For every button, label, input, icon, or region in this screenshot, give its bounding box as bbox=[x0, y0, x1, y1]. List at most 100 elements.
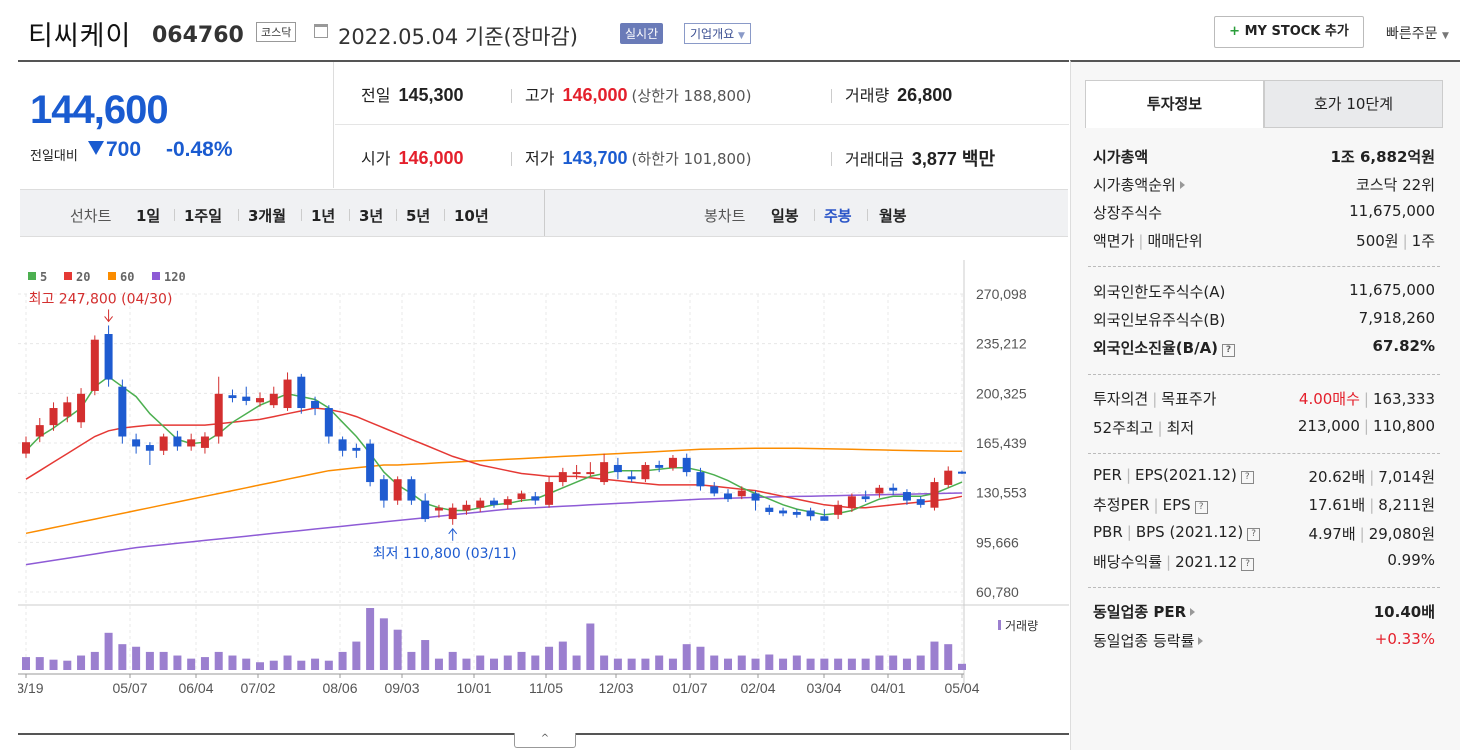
candle bbox=[572, 472, 581, 475]
volume-bar bbox=[90, 651, 99, 670]
stat-label: 고가 bbox=[525, 86, 555, 105]
candle bbox=[944, 470, 953, 485]
period-10y[interactable]: 10년 bbox=[454, 207, 489, 225]
period-1y[interactable]: 1년 bbox=[311, 207, 336, 225]
y-tick-label: 200,325 bbox=[976, 385, 1027, 401]
candle-weekly[interactable]: 주봉 bbox=[824, 207, 852, 225]
candle bbox=[77, 393, 86, 423]
market-badge: 코스닥 bbox=[256, 22, 297, 42]
legend-label: 120 bbox=[164, 270, 186, 284]
sector-change-link[interactable]: 동일업종 등락률 bbox=[1093, 630, 1204, 651]
sector-per-link[interactable]: 동일업종 PER bbox=[1093, 601, 1196, 622]
info-row: 외국인보유주식수(B) 7,918,260 bbox=[1093, 309, 1435, 335]
info-row: 외국인소진율(B/A)? 67.82% bbox=[1093, 337, 1435, 363]
candle bbox=[228, 395, 237, 399]
volume-bar bbox=[366, 608, 375, 670]
candle bbox=[751, 493, 760, 501]
volume-bar bbox=[35, 657, 44, 670]
period-3m[interactable]: 3개월 bbox=[248, 207, 287, 225]
volume-bar bbox=[558, 641, 567, 670]
volume-bar bbox=[737, 655, 746, 670]
stat-label: 시가 bbox=[361, 149, 391, 168]
x-tick-label: 01/07 bbox=[672, 680, 707, 696]
volume-bar bbox=[77, 655, 86, 670]
help-icon[interactable]: ? bbox=[1247, 528, 1261, 541]
volume-legend-label: 거래량 bbox=[1005, 619, 1038, 633]
info-row: PBR | BPS (2021.12)? 4.97배 | 29,080원 bbox=[1093, 523, 1435, 549]
help-icon[interactable]: ? bbox=[1222, 344, 1236, 357]
info-row: 시가총액순위 코스닥 22위 bbox=[1093, 174, 1435, 200]
info-row: 배당수익률 | 2021.12? 0.99% bbox=[1093, 551, 1435, 577]
info-value: 500원 | 1주 bbox=[1356, 232, 1435, 250]
volume-bar bbox=[930, 641, 939, 670]
period-5y[interactable]: 5년 bbox=[406, 207, 431, 225]
y-tick-label: 95,666 bbox=[976, 534, 1019, 550]
company-overview-dropdown[interactable]: 기업개요 ▼ bbox=[684, 23, 751, 44]
x-tick-label: 07/02 bbox=[240, 680, 275, 696]
candle bbox=[655, 464, 664, 468]
y-tick-label: 130,553 bbox=[976, 485, 1027, 501]
candle bbox=[682, 457, 691, 473]
info-key: PER | EPS(2021.12)? bbox=[1093, 466, 1254, 484]
volume-bar bbox=[311, 658, 320, 670]
volume-bar bbox=[806, 658, 815, 670]
price-chart[interactable]: 270,098 235,212 200,325 165,439 130,553 95,66… bbox=[18, 240, 1069, 734]
volume-bar bbox=[710, 655, 719, 670]
stat-value: 3,877 백만 bbox=[911, 149, 996, 169]
volume-bar bbox=[63, 660, 72, 670]
candle bbox=[531, 496, 540, 501]
candle-daily[interactable]: 일봉 bbox=[771, 207, 799, 225]
volume-bar bbox=[613, 658, 622, 670]
help-icon[interactable]: ? bbox=[1194, 501, 1208, 514]
tab-investment-info[interactable]: 투자정보 bbox=[1085, 80, 1264, 128]
candle bbox=[214, 393, 223, 437]
base-date: 2022.05.04 기준(장마감) bbox=[338, 25, 578, 49]
volume-bar bbox=[49, 659, 58, 670]
volume-bar bbox=[958, 663, 966, 670]
stat-amount: 거래대금 3,877 백만 bbox=[845, 145, 995, 171]
info-value: +0.33% bbox=[1374, 630, 1435, 648]
candle bbox=[407, 479, 416, 501]
candle bbox=[627, 476, 636, 480]
period-1w[interactable]: 1주일 bbox=[184, 207, 223, 225]
legend-label: 60 bbox=[120, 270, 134, 284]
volume-bar bbox=[393, 629, 402, 670]
stat-row-1: 전일 145,300 고가 146,000 (상한가 188,800) 거래량 26,8… bbox=[335, 62, 1069, 125]
period-1d[interactable]: 1일 bbox=[136, 207, 161, 225]
stat-high: 고가 146,000 (상한가 188,800) bbox=[525, 82, 751, 106]
help-icon[interactable]: ? bbox=[1240, 471, 1254, 484]
add-mystock-button[interactable]: + MY STOCK 추가 bbox=[1214, 16, 1364, 48]
volume-bar bbox=[724, 658, 732, 670]
info-value: 67.82% bbox=[1372, 337, 1435, 355]
info-row: PER | EPS(2021.12)? 20.62배 | 7,014원 bbox=[1093, 466, 1435, 492]
candle bbox=[490, 500, 498, 505]
volume-bar bbox=[792, 655, 801, 670]
candle bbox=[668, 457, 677, 468]
info-row: 액면가 | 매매단위 500원 | 1주 bbox=[1093, 230, 1435, 256]
volume-bar bbox=[531, 655, 540, 670]
candle bbox=[448, 507, 457, 520]
tab-orderbook-10[interactable]: 호가 10단계 bbox=[1264, 80, 1443, 128]
info-key: 추정PER | EPS? bbox=[1093, 494, 1208, 515]
volume-bar bbox=[765, 654, 774, 670]
x-tick-label: 11/05 bbox=[529, 680, 563, 696]
legend-swatch bbox=[64, 272, 72, 280]
help-icon[interactable]: ? bbox=[1241, 558, 1255, 571]
calendar-icon bbox=[314, 24, 328, 38]
volume-bar bbox=[173, 655, 182, 670]
volume-bar bbox=[875, 655, 884, 670]
candle-monthly[interactable]: 월봉 bbox=[879, 207, 907, 225]
volume-bar bbox=[944, 644, 953, 670]
market-cap-rank-link[interactable]: 시가총액순위 bbox=[1093, 174, 1185, 195]
x-tick-label: 02/04 bbox=[740, 680, 775, 696]
volume-bar bbox=[847, 658, 856, 670]
collapse-button[interactable]: ^ bbox=[514, 733, 576, 748]
info-value: 4.00매수 | 163,333 bbox=[1298, 390, 1435, 408]
ma-line-ma120 bbox=[25, 492, 963, 566]
quick-order-button[interactable]: 빠른주문 ▼ bbox=[1386, 23, 1449, 43]
candle bbox=[35, 425, 44, 437]
realtime-button[interactable]: 실시간 bbox=[620, 23, 664, 44]
candle bbox=[779, 510, 788, 514]
info-value: 11,675,000 bbox=[1349, 281, 1435, 299]
period-3y[interactable]: 3년 bbox=[359, 207, 384, 225]
